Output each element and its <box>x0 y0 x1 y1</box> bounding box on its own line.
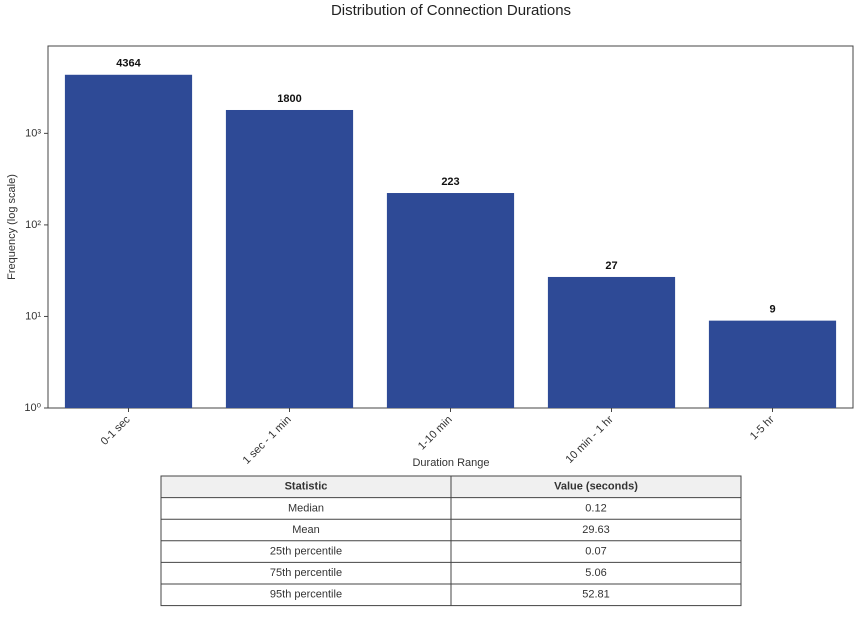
x-tick-label: 1 sec - 1 min <box>241 414 294 467</box>
table-cell: 75th percentile <box>270 567 342 579</box>
y-tick-label: 10⁰ <box>24 402 41 414</box>
table-cell: 29.63 <box>582 524 610 536</box>
value-label: 1800 <box>277 93 301 105</box>
x-tick-label: 10 min - 1 hr <box>564 413 616 465</box>
bar <box>64 74 193 408</box>
y-tick-label: 10² <box>25 219 41 231</box>
value-label: 9 <box>769 304 775 316</box>
value-label: 27 <box>605 260 617 272</box>
table-header: Statistic <box>285 481 328 493</box>
value-label: 223 <box>441 176 459 188</box>
table-cell: 52.81 <box>582 589 610 601</box>
table-cell: 95th percentile <box>270 589 342 601</box>
table-cell: 0.07 <box>585 546 606 558</box>
x-tick-label: 1-5 hr <box>748 413 777 442</box>
y-tick-label: 10¹ <box>25 310 41 322</box>
y-axis-label: Frequency (log scale) <box>6 174 18 280</box>
x-axis-label: Duration Range <box>412 457 489 469</box>
x-tick-label: 1-10 min <box>416 414 455 453</box>
table-cell: 5.06 <box>585 567 606 579</box>
x-tick-label: 0-1 sec <box>99 413 133 447</box>
bar <box>386 193 515 408</box>
y-tick-label: 10³ <box>25 127 41 139</box>
table-cell: Mean <box>292 524 320 536</box>
table-header: Value (seconds) <box>554 481 638 493</box>
table-cell: 25th percentile <box>270 546 342 558</box>
table-cell: Median <box>288 502 324 514</box>
bar <box>547 276 676 408</box>
chart-title: Distribution of Connection Durations <box>331 2 571 19</box>
table-cell: 0.12 <box>585 502 606 514</box>
bar <box>225 109 354 409</box>
value-label: 4364 <box>116 58 141 70</box>
bar <box>708 320 837 408</box>
